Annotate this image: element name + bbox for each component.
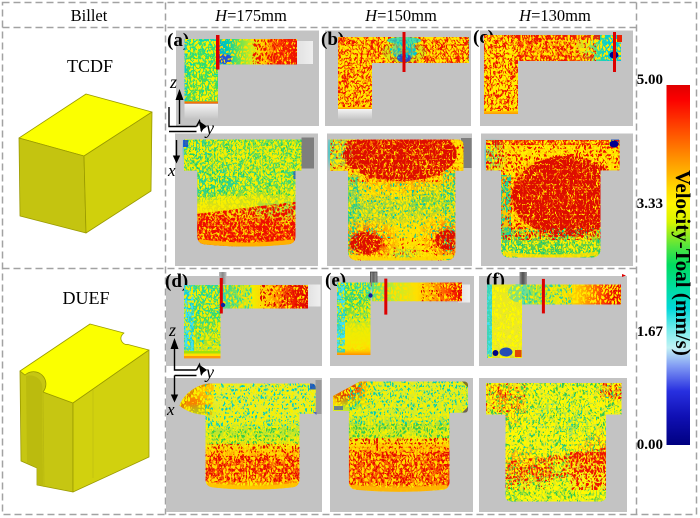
svg-text:z: z xyxy=(168,320,176,340)
svg-text:H=130mm: H=130mm xyxy=(518,6,591,25)
svg-text:Velocity-Toal (mm/s): Velocity-Toal (mm/s) xyxy=(671,170,695,356)
svg-text:TCDF: TCDF xyxy=(67,56,113,76)
svg-text:(d): (d) xyxy=(165,271,188,292)
svg-text:H=150mm: H=150mm xyxy=(364,6,437,25)
svg-text:0.00: 0.00 xyxy=(637,437,663,453)
svg-text:5.00: 5.00 xyxy=(637,72,663,88)
svg-text:Billet: Billet xyxy=(71,6,108,25)
svg-text:y: y xyxy=(204,118,214,138)
svg-text:H=175mm: H=175mm xyxy=(214,6,287,25)
svg-text:z: z xyxy=(169,72,177,92)
svg-text:x: x xyxy=(167,161,176,180)
svg-text:3.33: 3.33 xyxy=(637,196,663,212)
svg-text:DUEF: DUEF xyxy=(62,288,109,308)
svg-text:x: x xyxy=(166,400,175,419)
svg-text:y: y xyxy=(204,362,214,382)
svg-text:(a): (a) xyxy=(167,30,189,51)
svg-text:1.67: 1.67 xyxy=(637,324,664,340)
